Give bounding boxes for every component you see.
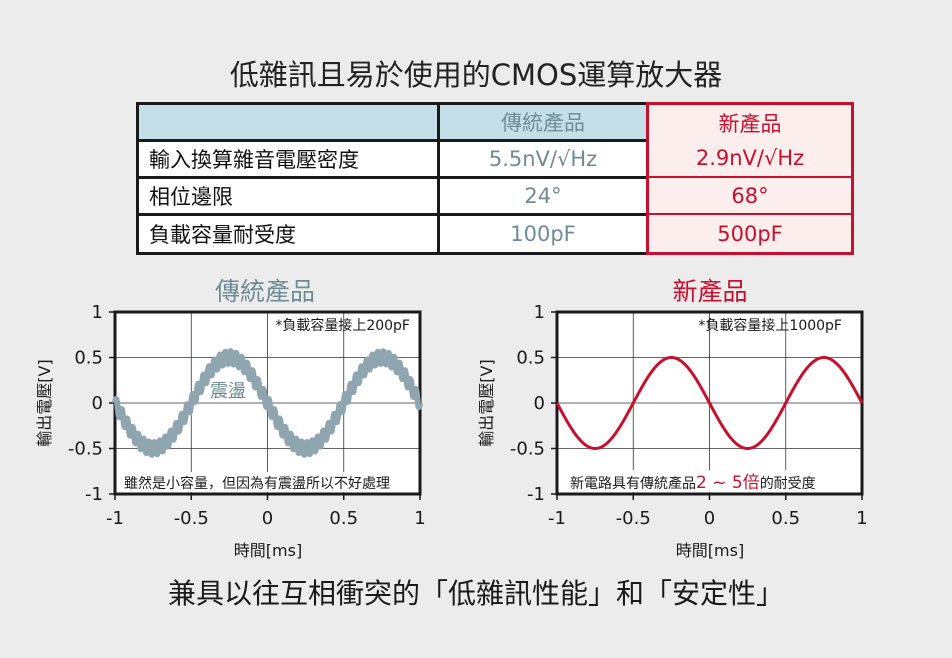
y-tick-label: -1 (85, 484, 103, 505)
caption-highlight: 2 ~ 5倍 (696, 473, 760, 493)
table-row-label: 相位邊限 (136, 176, 440, 216)
annotation-caption: 雖然是小容量，但因為有震盪所以不好處理 (124, 475, 390, 492)
table-cell-new: 68° (646, 178, 854, 215)
series-line-ringing (112, 348, 423, 458)
y-tick-label: 1 (534, 302, 545, 323)
table-cell-new: 500pF (646, 215, 854, 255)
caption-box-bg (560, 470, 859, 492)
spec-comparison-table: 傳統產品 輸入換算雜音電壓密度 5.5nV/√Hz 相位邊限 24° 負載容量耐… (136, 102, 854, 255)
annotation-oscillation-label: 震盪 (210, 381, 246, 402)
table-cell-new: 2.9nV/√Hz (646, 140, 854, 178)
annotation-note: *負載容量接上1000pF (698, 317, 842, 334)
table-row-label: 輸入換算雜音電壓密度 (136, 139, 440, 179)
x-tick-label: 0.5 (771, 508, 800, 529)
table-header-conventional: 傳統產品 (437, 102, 649, 142)
table-header-new: 新產品 (646, 102, 854, 142)
table-cell-conventional: 5.5nV/√Hz (437, 139, 649, 179)
caption-pre: 新電路具有傳統產品 (570, 475, 696, 492)
annotation-caption: 新電路具有傳統產品2 ~ 5倍的耐受度 (570, 473, 816, 493)
caption-box-bg (118, 472, 418, 492)
x-tick-label: -0.5 (174, 508, 209, 529)
y-tick-label: 1 (92, 302, 103, 323)
x-tick-label: 0 (704, 508, 715, 529)
chart-conventional: -1 -0.5 0 0.5 1 1 0.5 0 -0.5 -1 *負載容量接上200pF 震盪 雖… (35, 302, 426, 560)
x-tick-label: 0 (262, 508, 273, 529)
x-tick-label: 1 (856, 508, 867, 529)
caption-post: 的耐受度 (760, 476, 816, 492)
chart-title-conventional: 傳統產品 (214, 277, 315, 306)
table-header-blank (136, 102, 440, 142)
y-tick-label: -1 (527, 484, 545, 505)
table-row-label: 負載容量耐受度 (136, 213, 440, 255)
annotation-note: *負載容量接上200pF (275, 317, 410, 334)
chart-title-new: 新產品 (672, 277, 748, 306)
x-tick-label: -0.5 (616, 508, 651, 529)
y-tick-label: -0.5 (510, 439, 545, 460)
y-axis-label: 輸出電壓[V] (35, 359, 54, 446)
page-title: 低雜訊且易於使用的CMOS運算放大器 (229, 58, 723, 92)
x-axis-label: 時間[ms] (234, 541, 302, 560)
x-tick-label: 0.5 (329, 508, 358, 529)
y-axis-label: 輸出電壓[V] (477, 359, 496, 446)
y-tick-label: 0.5 (74, 348, 103, 369)
table-cell-conventional: 24° (437, 176, 649, 216)
x-tick-label: -1 (548, 508, 566, 529)
y-tick-label: 0.5 (516, 348, 545, 369)
series-line-stable (555, 355, 864, 451)
x-tick-label: 1 (414, 508, 425, 529)
x-tick-label: -1 (106, 508, 124, 529)
y-tick-label: 0 (534, 393, 545, 414)
bottom-caption: 兼具以往互相衝突的「低雜訊性能」和「安定性」 (167, 577, 784, 610)
y-tick-label: 0 (92, 393, 103, 414)
y-tick-label: -0.5 (68, 439, 103, 460)
chart-new-product: -1 -0.5 0 0.5 1 1 0.5 0 -0.5 -1 *負載容量接上1000pF 新電路… (477, 302, 868, 560)
table-cell-conventional: 100pF (437, 213, 649, 255)
x-axis-label: 時間[ms] (676, 541, 744, 560)
